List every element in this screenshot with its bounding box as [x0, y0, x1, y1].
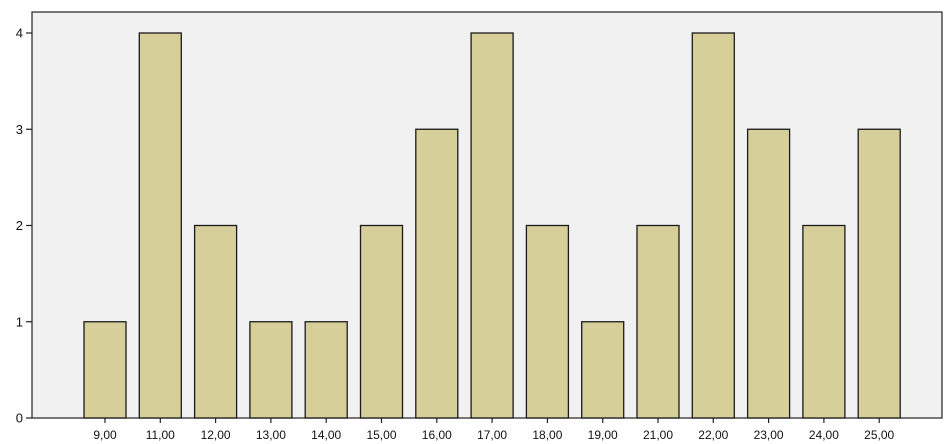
bar-23-00 [746, 128, 791, 419]
x-tick-label-6: 16,00 [422, 428, 452, 442]
bar-11-00 [138, 32, 182, 419]
x-tick-label-11: 22,00 [698, 428, 728, 442]
bar-18-00 [525, 224, 570, 419]
x-tick-label-3: 13,00 [256, 428, 286, 442]
bar-9-00 [83, 321, 127, 419]
x-tick-label-13: 24,00 [809, 428, 839, 442]
x-tick-label-12: 23,00 [754, 428, 784, 442]
x-tick-label-7: 17,00 [477, 428, 507, 442]
x-axis: 9,00 11,00 12,00 13,00 14,00 15,00 16,00 17,00 1… [93, 418, 895, 442]
bar-series [83, 32, 901, 419]
x-tick-label-10: 21,00 [643, 428, 673, 442]
bar-13-00 [249, 321, 293, 419]
x-tick-label-1: 11,00 [146, 428, 175, 442]
y-axis: 0 1 2 3 4 [16, 26, 32, 426]
x-tick-label-5: 15,00 [366, 428, 396, 442]
x-tick-label-9: 19,00 [588, 428, 618, 442]
bar-21-00 [636, 224, 680, 419]
x-tick-label-0: 9,00 [93, 428, 117, 442]
bar-14-00 [304, 321, 348, 419]
y-tick-label-4: 4 [16, 26, 23, 41]
y-tick-label-2: 2 [16, 218, 23, 233]
x-tick-label-4: 14,00 [311, 428, 341, 442]
x-tick-label-2: 12,00 [201, 428, 231, 442]
bar-19-00 [581, 321, 625, 419]
bar-24-00 [802, 224, 846, 419]
y-tick-label-3: 3 [16, 122, 23, 137]
bar-16-00 [415, 128, 459, 419]
y-tick-label-1: 1 [16, 314, 23, 329]
y-tick-label-0: 0 [16, 411, 23, 426]
x-tick-label-8: 18,00 [532, 428, 562, 442]
bar-22-00 [691, 32, 735, 419]
bar-25-00 [857, 128, 901, 419]
bar-17-00 [470, 32, 514, 419]
bar-12-00 [193, 224, 238, 419]
x-tick-label-14: 25,00 [864, 428, 894, 442]
bar-15-00 [359, 224, 404, 419]
